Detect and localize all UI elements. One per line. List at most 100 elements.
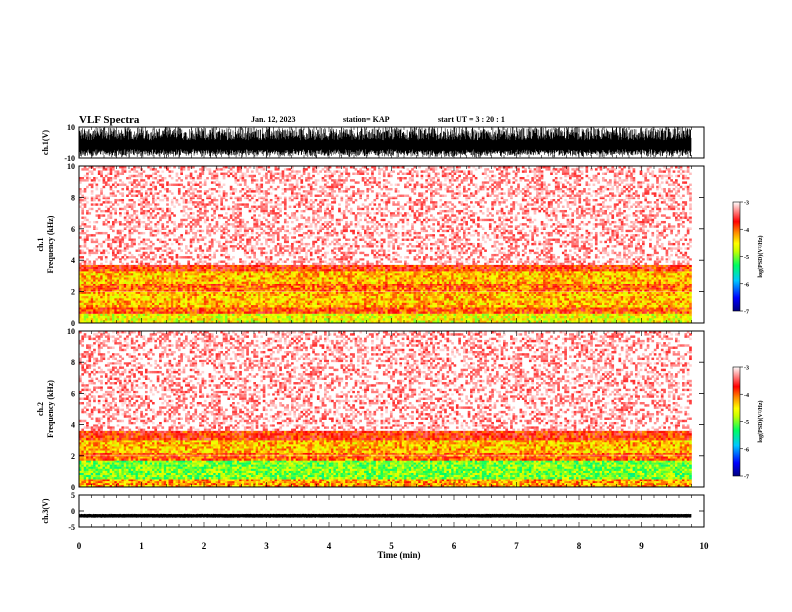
ch1-spectrogram-cell [677, 292, 680, 294]
ch1-spectrogram-cell [626, 316, 629, 319]
ch1-spectrogram-cell [597, 316, 600, 319]
ch1-spectrogram-cell [640, 309, 643, 311]
ch1-spectrogram-cell [673, 301, 676, 303]
ch1-spectrogram-cell [227, 296, 230, 298]
ch1-spectrogram-cell [249, 318, 252, 321]
ch1-spectrogram-cell [159, 316, 162, 319]
ch1-spectrogram-cell [331, 301, 334, 303]
ch1-spectrogram-cell [381, 271, 384, 273]
ch1-spectrogram-cell [520, 303, 523, 305]
ch1-spectrogram-cell [651, 301, 654, 303]
ch1-spectrogram-cell [267, 286, 270, 288]
ch1-spectrogram-cell [185, 309, 188, 311]
ch1-spectrogram-cell [524, 305, 527, 307]
ch1-spectrogram-cell [447, 303, 450, 305]
ch1-spectrogram-cell [211, 288, 214, 290]
ch1-spectrogram-cell [369, 305, 372, 307]
ch1-spectrogram-cell [204, 296, 207, 298]
ch1-spectrogram-cell [105, 286, 108, 288]
ch1-spectrogram-cell [449, 296, 452, 298]
ch1-spectrogram-cell [510, 292, 513, 294]
ch1-spectrogram-cell [88, 311, 91, 313]
ch1-spectrogram-cell [437, 307, 440, 309]
ch1-spectrogram-cell [180, 307, 183, 309]
ch1-spectrogram-cell [265, 309, 268, 311]
ch1-spectrogram-cell [560, 294, 563, 296]
ch1-spectrogram-cell [425, 301, 428, 303]
ch1-spectrogram-cell [183, 318, 186, 321]
ch1-spectrogram-cell [574, 301, 577, 303]
ch1-spectrogram-cell [409, 271, 412, 273]
ch1-spectrogram-cell [157, 288, 160, 290]
ch1-spectrogram-cell [260, 318, 263, 321]
ch1-spectrogram-cell [402, 303, 405, 305]
ch1-spectrogram-cell [107, 305, 110, 307]
ch1-spectrogram-cell [541, 284, 544, 286]
ch1-spectrogram-cell [185, 301, 188, 303]
ch1-spectrogram-cell [538, 288, 541, 290]
ch1-spectrogram-cell [600, 292, 603, 294]
ch1-spectrogram-cell [138, 301, 141, 303]
ch1-spectrogram-cell [298, 298, 301, 300]
ch1-spectrogram-cell [416, 288, 419, 290]
ch1-spectrogram-cell [291, 286, 294, 288]
ch1-spectrogram-cell [147, 288, 150, 290]
ch1-spectrogram-cell [126, 294, 129, 296]
ch1-spectrogram-cell [265, 294, 268, 296]
ch1-spectrogram-cell [548, 318, 551, 321]
ch1-spectrogram-cell [183, 307, 186, 309]
ch1-spectrogram-cell [666, 294, 669, 296]
ch1-spectrogram-cell [470, 284, 473, 286]
ch1-spectrogram-cell [272, 292, 275, 294]
ch1-spectrogram-cell [621, 307, 624, 309]
ch1-spectrogram-cell [487, 286, 490, 288]
ch1-spectrogram-cell [670, 303, 673, 305]
ch1-spectrogram-cell [454, 305, 457, 307]
ch1-spectrogram-cell [416, 296, 419, 298]
ch1-spectrogram-cell [482, 311, 485, 313]
ch1-spectrogram-cell [289, 316, 292, 319]
ch1-spectrogram-cell [487, 314, 490, 317]
ch1-spectrogram-cell [569, 303, 572, 305]
ch1-spectrogram-cell [114, 292, 117, 294]
ch1-spectrogram-cell [404, 301, 407, 303]
ch1-spectrogram-cell [138, 309, 141, 311]
ch1-spectrogram-cell [498, 303, 501, 305]
ch1-spectrogram-cell [472, 288, 475, 290]
ch1-spectrogram-cell [626, 309, 629, 311]
ch1-spectrogram-cell [336, 316, 339, 319]
ch1-spectrogram-cell [569, 309, 572, 311]
ch1-spectrogram-cell [263, 316, 266, 319]
ch1-spectrogram-cell [423, 296, 426, 298]
ch1-spectrogram-cell [305, 284, 308, 286]
ch1-spectrogram-cell [326, 288, 329, 290]
ch1-spectrogram-cell [670, 305, 673, 307]
ch1-spectrogram-cell [324, 271, 327, 273]
ch1-spectrogram-cell [369, 298, 372, 300]
ch1-spectrogram-cell [454, 284, 457, 286]
ch1-spectrogram-cell [378, 309, 381, 311]
ch1-spectrogram-cell [423, 286, 426, 288]
ch1-spectrogram-cell [604, 311, 607, 313]
ch1-spectrogram-cell [470, 318, 473, 321]
ch1-spectrogram-cell [416, 294, 419, 296]
ch1-spectrogram-cell [543, 305, 546, 307]
ch1-spectrogram-cell [333, 288, 336, 290]
ch1-spectrogram-cell [416, 284, 419, 286]
ch1-spectrogram-cell [260, 311, 263, 313]
ch1-spectrogram-cell [548, 284, 551, 286]
ch1-spectrogram-cell [176, 307, 179, 309]
ch1-spectrogram-cell [402, 305, 405, 307]
ch1-spectrogram-cell [171, 296, 174, 298]
ch1-spectrogram-cell [553, 303, 556, 305]
ch1-spectrogram-cell [435, 305, 438, 307]
ch1-spectrogram-cell [430, 309, 433, 311]
ch1-spectrogram-cell [595, 301, 598, 303]
ch1-spectrogram-cell [611, 286, 614, 288]
ch1-spectrogram-cell [461, 318, 464, 321]
ch1-spectrogram-cell [475, 305, 478, 307]
ch1-spectrogram-cell [119, 288, 122, 290]
ch1-spectrogram-cell [611, 296, 614, 298]
ch1-spectrogram-cell [418, 288, 421, 290]
ch1-spectrogram-cell [545, 309, 548, 311]
